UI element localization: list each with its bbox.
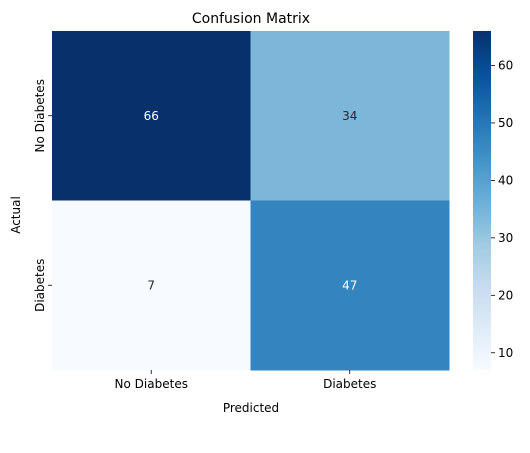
y-tick-label: No Diabetes [33, 79, 47, 152]
heatmap-cell [52, 31, 251, 201]
cell-value-label: 47 [342, 278, 357, 292]
cell-value-label: 34 [342, 109, 357, 123]
colorbar-tick-label: 10 [498, 346, 513, 360]
cell-value-label: 66 [144, 109, 159, 123]
heatmap-cells: 66 34 7 47 [52, 31, 450, 371]
colorbar-tick-label: 60 [498, 58, 513, 72]
heatmap-cell [52, 200, 251, 371]
x-axis-label: Predicted [223, 401, 279, 415]
heatmap-cell [250, 200, 450, 371]
chart-title: Confusion Matrix [192, 11, 310, 27]
colorbar-tick-label: 20 [498, 288, 513, 302]
y-axis-ticks: No Diabetes Diabetes [33, 79, 52, 312]
colorbar-tick-label: 50 [498, 116, 513, 130]
colorbar: 10 20 30 40 50 60 [473, 31, 513, 370]
x-axis-ticks: No Diabetes Diabetes [115, 370, 376, 391]
heatmap-cell [250, 31, 450, 201]
y-tick-label: Diabetes [33, 259, 47, 312]
colorbar-gradient [473, 31, 491, 370]
y-axis-label: Actual [9, 196, 23, 234]
colorbar-tick-label: 30 [498, 231, 513, 245]
colorbar-tick-label: 40 [498, 173, 513, 187]
x-tick-label: Diabetes [323, 377, 376, 391]
x-tick-label: No Diabetes [115, 377, 188, 391]
cell-value-label: 7 [147, 278, 155, 292]
